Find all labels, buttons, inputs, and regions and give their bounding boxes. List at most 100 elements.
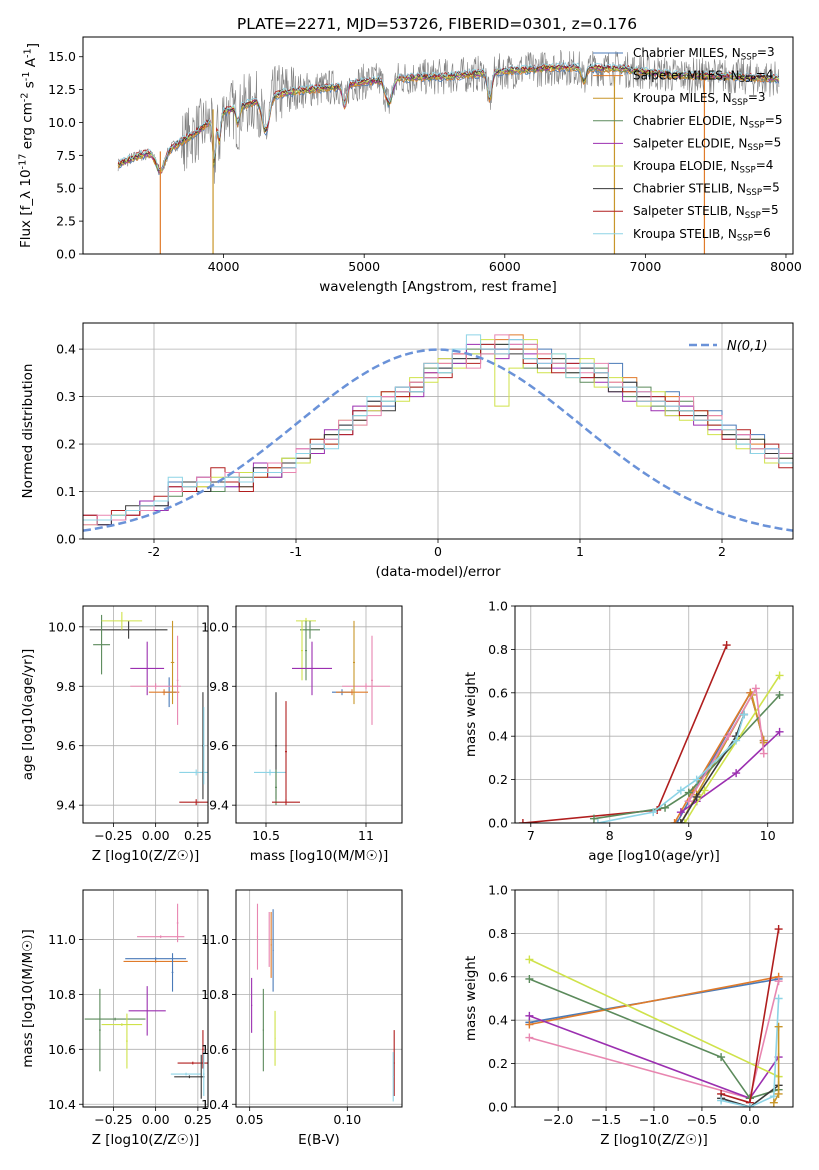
axes-frame (82, 605, 209, 824)
spectrum-panel: 4000 5000 6000 7000 8000 0.0 2.5 5.0 7.5 10.0 12.5… (18, 36, 802, 295)
mass-weight-marker (759, 738, 768, 747)
y-tick-label: 2.5 (56, 214, 76, 229)
y-tick-label: 0.4 (488, 1013, 508, 1028)
legend-label: Salpeter ELODIE, NSSP​=5 (633, 135, 781, 153)
error-bar-point (130, 641, 165, 696)
error-bar-point (137, 935, 185, 939)
mass-weight-marker (774, 977, 783, 986)
error-bar-point (176, 635, 179, 725)
mass-weight-line (720, 998, 780, 1107)
plot-area (89, 611, 208, 806)
legend-label: Salpeter MILES, NSSP​=4 (633, 68, 773, 86)
x-axis-label: (data-model)/error (375, 564, 501, 580)
mass-weight-marker (745, 1103, 754, 1107)
mass-weight-marker (775, 671, 784, 680)
y-tick-label: 0.6 (488, 969, 508, 984)
plot-area (83, 334, 793, 539)
error-bar-point (268, 911, 270, 967)
axes-frame (235, 605, 403, 824)
y-axis-label: age [log10(age/yr)] (20, 649, 36, 781)
error-bar-point (84, 1017, 146, 1021)
y-tick-label: 10.0 (48, 619, 76, 634)
y-tick-label: 9.6 (56, 738, 76, 753)
error-bar-point (275, 769, 277, 806)
x-tick-label: -2 (148, 544, 160, 559)
y-tick-label: 12.5 (48, 82, 76, 97)
plot-area (525, 925, 783, 1107)
y-tick-label: 1.0 (488, 599, 508, 614)
y-tick-label: 11.0 (201, 932, 229, 947)
mass-weight-line (680, 731, 781, 813)
error-bar-point (130, 683, 181, 690)
x-tick-label: −1.5 (591, 1112, 621, 1127)
x-tick-label: −0.25 (94, 1112, 132, 1127)
y-tick-label: 10.6 (48, 1042, 76, 1057)
mass-weight-marker (692, 775, 701, 784)
mass-weight-marker (732, 769, 741, 778)
error-bar-point (202, 707, 205, 785)
histogram-step (83, 343, 793, 539)
mass-weight-marker (649, 808, 658, 817)
mass-weight-marker (722, 641, 731, 650)
x-tick-label: 1 (576, 544, 584, 559)
mass-weight-line (529, 978, 779, 1100)
x-axis-label: E(B-V) (298, 1132, 340, 1148)
error-bar-point (202, 1052, 205, 1097)
legend-label: N(0,1) (727, 339, 768, 354)
y-axis-label: mass weight (463, 956, 479, 1041)
mass-weight-marker (774, 994, 783, 1003)
y-tick-label: 0.8 (488, 926, 508, 941)
age-vs-mass-panel: 10.5 11 9.4 9.6 9.8 10.0 mass [log10(M/M☉)] (201, 605, 403, 864)
x-tick-label: 5000 (348, 259, 380, 274)
mass-weight-marker (525, 974, 534, 983)
mass-weight-marker (775, 690, 784, 699)
mass-weight-marker (775, 727, 784, 736)
mass-weight-marker (769, 1098, 778, 1107)
plot-area (254, 617, 390, 806)
figure-title: PLATE=2271, MJD=53726, FIBERID=0301, z=0… (237, 15, 637, 33)
mass-weight-marker (717, 1053, 726, 1062)
mass-weight-marker (676, 819, 685, 823)
legend-label: Chabrier MILES, NSSP​=3 (633, 45, 775, 63)
x-tick-label: 4000 (208, 259, 240, 274)
error-bar-point (285, 701, 287, 803)
legend-label: Kroupa STELIB, NSSP​=6 (633, 226, 771, 244)
x-tick-label: 0 (434, 544, 442, 559)
x-tick-label: 0.0 (740, 1112, 760, 1127)
y-tick-label: 10.4 (201, 1097, 229, 1112)
x-tick-label: 7 (527, 828, 535, 843)
y-tick-label: 0.3 (56, 389, 76, 404)
x-tick-label: 0.00 (142, 1112, 170, 1127)
axes-frame (82, 889, 209, 1108)
axes-frame (82, 322, 794, 540)
mass-vs-ebv-panel: 0.05 0.10 10.4 10.6 10.8 11.0 E(B-V) (201, 889, 403, 1148)
axes-frame (235, 889, 403, 1108)
y-tick-label: 0.4 (488, 729, 508, 744)
x-tick-label: 0.25 (184, 828, 212, 843)
error-bar-point (305, 620, 307, 681)
mass-weight-marker (724, 732, 733, 741)
x-tick-label: 9 (685, 828, 693, 843)
axes-frame (514, 605, 794, 824)
normal-reference-curve (83, 348, 793, 532)
y-tick-label: 9.4 (209, 798, 229, 813)
mass-weight-marker (700, 786, 709, 795)
error-bar-point (174, 1075, 205, 1079)
error-bar-point (393, 1030, 395, 1097)
y-tick-label: 9.8 (56, 679, 76, 694)
mass-weight-marker (717, 1096, 726, 1105)
y-tick-label: 10.4 (48, 1097, 76, 1112)
y-tick-label: 10.0 (201, 619, 229, 634)
error-bar-point (392, 1052, 394, 1102)
mass-weight-vs-metallicity-panel: −2.0 −1.5 −1.0 −0.5 0.0 0.0 0.2 0.4 0.6 0.8 1.0 Z [… (463, 883, 794, 1148)
y-tick-label: 9.8 (209, 679, 229, 694)
histogram-step (83, 343, 793, 539)
legend-label: Kroupa MILES, NSSP​=3 (633, 90, 766, 108)
x-axis-label: Z [log10(Z/Z☉)] (92, 1132, 200, 1148)
error-bar-point (89, 620, 168, 639)
y-tick-label: 9.6 (209, 738, 229, 753)
x-axis-label: age [log10(age/yr)] (588, 848, 720, 864)
error-bar-point (170, 620, 175, 705)
error-bar-point (300, 620, 320, 639)
error-bar-point (148, 689, 180, 696)
